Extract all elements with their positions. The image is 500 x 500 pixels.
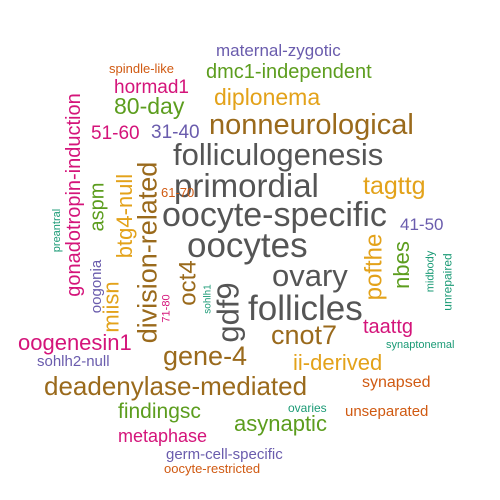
word-sohlh1: sohlh1 <box>202 284 214 314</box>
word-division-related: division-related <box>132 161 163 343</box>
word-oocytes: oocytes <box>187 226 308 265</box>
word-pofthe: pofthe <box>359 233 387 301</box>
word-maternal-zygotic: maternal-zygotic <box>216 41 341 60</box>
word-deadenylase-mediated: deadenylase-mediated <box>44 371 308 401</box>
word-taattg: taattg <box>363 316 414 338</box>
word-oocyte-specific: oocyte-specific <box>162 196 387 234</box>
word-71-80: 71-80 <box>160 293 173 323</box>
word-nonneurological: nonneurological <box>209 109 414 141</box>
word-ii-derived: ii-derived <box>293 350 383 375</box>
word-cnot7: cnot7 <box>271 320 338 350</box>
word-follicles: follicles <box>248 289 363 328</box>
word-primordial: primordial <box>174 167 319 204</box>
word-ovaries: ovaries <box>288 401 327 415</box>
word-oct4: oct4 <box>174 260 202 306</box>
word-midbody: midbody <box>424 250 437 292</box>
word-germ-cell-specific: germ-cell-specific <box>166 446 283 463</box>
word-sohlh2-null: sohlh2-null <box>37 353 110 370</box>
word-80-day: 80-day <box>114 93 185 119</box>
word-hormad1: hormad1 <box>114 77 189 98</box>
word-folliculogenesis: folliculogenesis <box>173 137 384 172</box>
word-findingsc: findingsc <box>118 400 201 423</box>
word-61-70: 61-70 <box>161 185 195 200</box>
word-gdf9: gdf9 <box>210 281 246 343</box>
word-dmc1-independent: dmc1-independent <box>206 61 372 83</box>
word-spindle-like: spindle-like <box>109 61 175 76</box>
word-unseparated: unseparated <box>345 403 429 420</box>
word-gonadotropin-induction: gonadotropin-induction <box>62 93 85 297</box>
word-31-40: 31-40 <box>151 122 200 143</box>
word-gene-4: gene-4 <box>163 341 248 371</box>
word-synapsed: synapsed <box>362 374 431 391</box>
word-synaptonemal: synaptonemal <box>386 339 455 351</box>
word-asynaptic: asynaptic <box>234 411 327 436</box>
word-oocyte-restricted: oocyte-restricted <box>164 461 261 476</box>
word-diplonema: diplonema <box>214 84 321 110</box>
word-nbes: nbes <box>388 241 414 289</box>
word-ovary: ovary <box>272 258 348 293</box>
word-aspm: aspm <box>85 182 108 232</box>
word-51-60: 51-60 <box>91 123 140 144</box>
word-unrepaired: unrepaired <box>440 253 455 311</box>
word-preantral: preantral <box>50 208 63 252</box>
word-miisn: miisn <box>98 281 124 333</box>
word-metaphase: metaphase <box>118 426 208 446</box>
word-41-50: 41-50 <box>400 215 444 234</box>
word-oogenesin1: oogenesin1 <box>18 330 132 355</box>
word-tagttg: tagttg <box>363 172 426 200</box>
